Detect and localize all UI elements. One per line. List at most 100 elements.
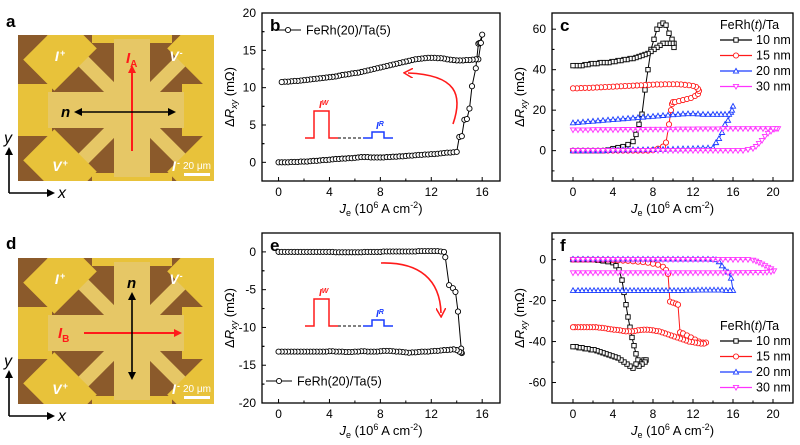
data-point: [629, 148, 637, 155]
data-point: [619, 127, 627, 134]
data-point: [728, 106, 736, 113]
data-point: [477, 39, 484, 46]
data-point: [639, 148, 647, 155]
data-point: [769, 126, 777, 133]
x-tick-label: 0: [275, 407, 282, 421]
data-point: [625, 314, 631, 320]
data-point: [659, 257, 667, 264]
data-point: [684, 126, 692, 133]
data-point: [679, 148, 687, 155]
data-point: [664, 270, 672, 277]
data-point: [452, 288, 459, 295]
data-point: [679, 270, 687, 277]
data-point: [644, 257, 652, 264]
y-tick-label: -5: [245, 283, 256, 297]
legend-label: 15 nm: [756, 350, 791, 364]
y-axis-label: ΔRxy (mΩ): [222, 288, 239, 348]
data-point: [734, 270, 742, 277]
data-point: [609, 148, 617, 155]
data-point: [664, 126, 672, 133]
contact-pad: [167, 258, 214, 314]
data-point: [726, 286, 734, 293]
data-point: [699, 148, 707, 155]
data-point: [642, 286, 650, 293]
x-tick-label: 16: [476, 185, 490, 199]
terminal-label-i-plus: I+: [55, 271, 66, 287]
data-point: [689, 257, 697, 264]
data-point: [629, 257, 637, 264]
data-point: [622, 286, 630, 293]
legend-label: 30 nm: [756, 80, 791, 94]
data-point: [644, 270, 652, 277]
data-point: [694, 126, 702, 133]
data-point: [579, 127, 587, 134]
data-point: [654, 26, 660, 32]
data-point: [654, 270, 662, 277]
data-point: [714, 270, 722, 277]
x-tick-label: 20: [766, 185, 780, 199]
x-tick-label: 0: [570, 185, 577, 199]
data-point: [578, 286, 586, 293]
data-point: [472, 65, 479, 72]
series-30-nm: [569, 126, 782, 155]
x-axis-label: x: [57, 408, 67, 425]
data-point: [699, 126, 707, 133]
x-tick-label: 16: [476, 407, 490, 421]
data-point: [613, 263, 619, 269]
data-point: [679, 110, 687, 117]
data-point: [684, 110, 692, 117]
data-point: [669, 111, 677, 118]
contact-pad: [182, 84, 214, 136]
data-point: [739, 148, 747, 155]
data-point: [468, 83, 476, 90]
legend-title: FeRh(t)/Ta: [720, 18, 779, 32]
data-point: [440, 248, 448, 255]
x-tick-label: 0: [275, 185, 282, 199]
data-point: [629, 334, 635, 341]
data-point: [654, 112, 662, 119]
data-point: [574, 127, 582, 134]
data-point: [624, 148, 632, 155]
legend-marker: [284, 26, 292, 34]
legend: FeRh(20)/Ta(5): [266, 375, 382, 389]
data-point: [649, 112, 657, 119]
legend-label: 20 nm: [756, 365, 791, 379]
data-point: [714, 148, 722, 155]
data-point: [590, 286, 598, 293]
data-point: [729, 257, 737, 264]
data-point: [619, 277, 625, 283]
data-point: [625, 141, 631, 148]
data-point: [639, 113, 647, 120]
data-point: [634, 286, 642, 293]
data-point: [669, 148, 677, 155]
data-point: [638, 286, 646, 293]
sweep-direction-arrow: [380, 262, 441, 313]
data-point: [609, 270, 617, 277]
legend-marker: [733, 37, 739, 43]
data-point: [584, 148, 592, 155]
data-point: [589, 257, 597, 264]
panel-label-c: c: [560, 16, 569, 35]
data-point: [584, 257, 592, 264]
data-point: [749, 270, 757, 277]
data-point: [614, 286, 622, 293]
data-point: [739, 270, 747, 277]
legend-label: 10 nm: [756, 33, 791, 47]
x-axis-label: Je (106 A cm-2): [338, 200, 422, 218]
data-point: [729, 270, 737, 277]
data-point: [594, 286, 602, 293]
data-point: [636, 121, 642, 127]
y-axis-label: ΔRxy (mΩ): [512, 67, 529, 127]
panel-label-b: b: [270, 16, 280, 35]
data-point: [619, 148, 627, 155]
write-pulse-icon: [305, 110, 338, 139]
current-label: IB: [58, 325, 69, 345]
write-pulse-label: IW: [319, 100, 330, 111]
data-point: [642, 87, 648, 93]
data-point: [727, 274, 735, 281]
data-point: [599, 148, 607, 155]
data-point: [767, 269, 775, 276]
data-point: [749, 126, 757, 133]
data-point: [604, 148, 612, 155]
data-point: [574, 118, 582, 125]
